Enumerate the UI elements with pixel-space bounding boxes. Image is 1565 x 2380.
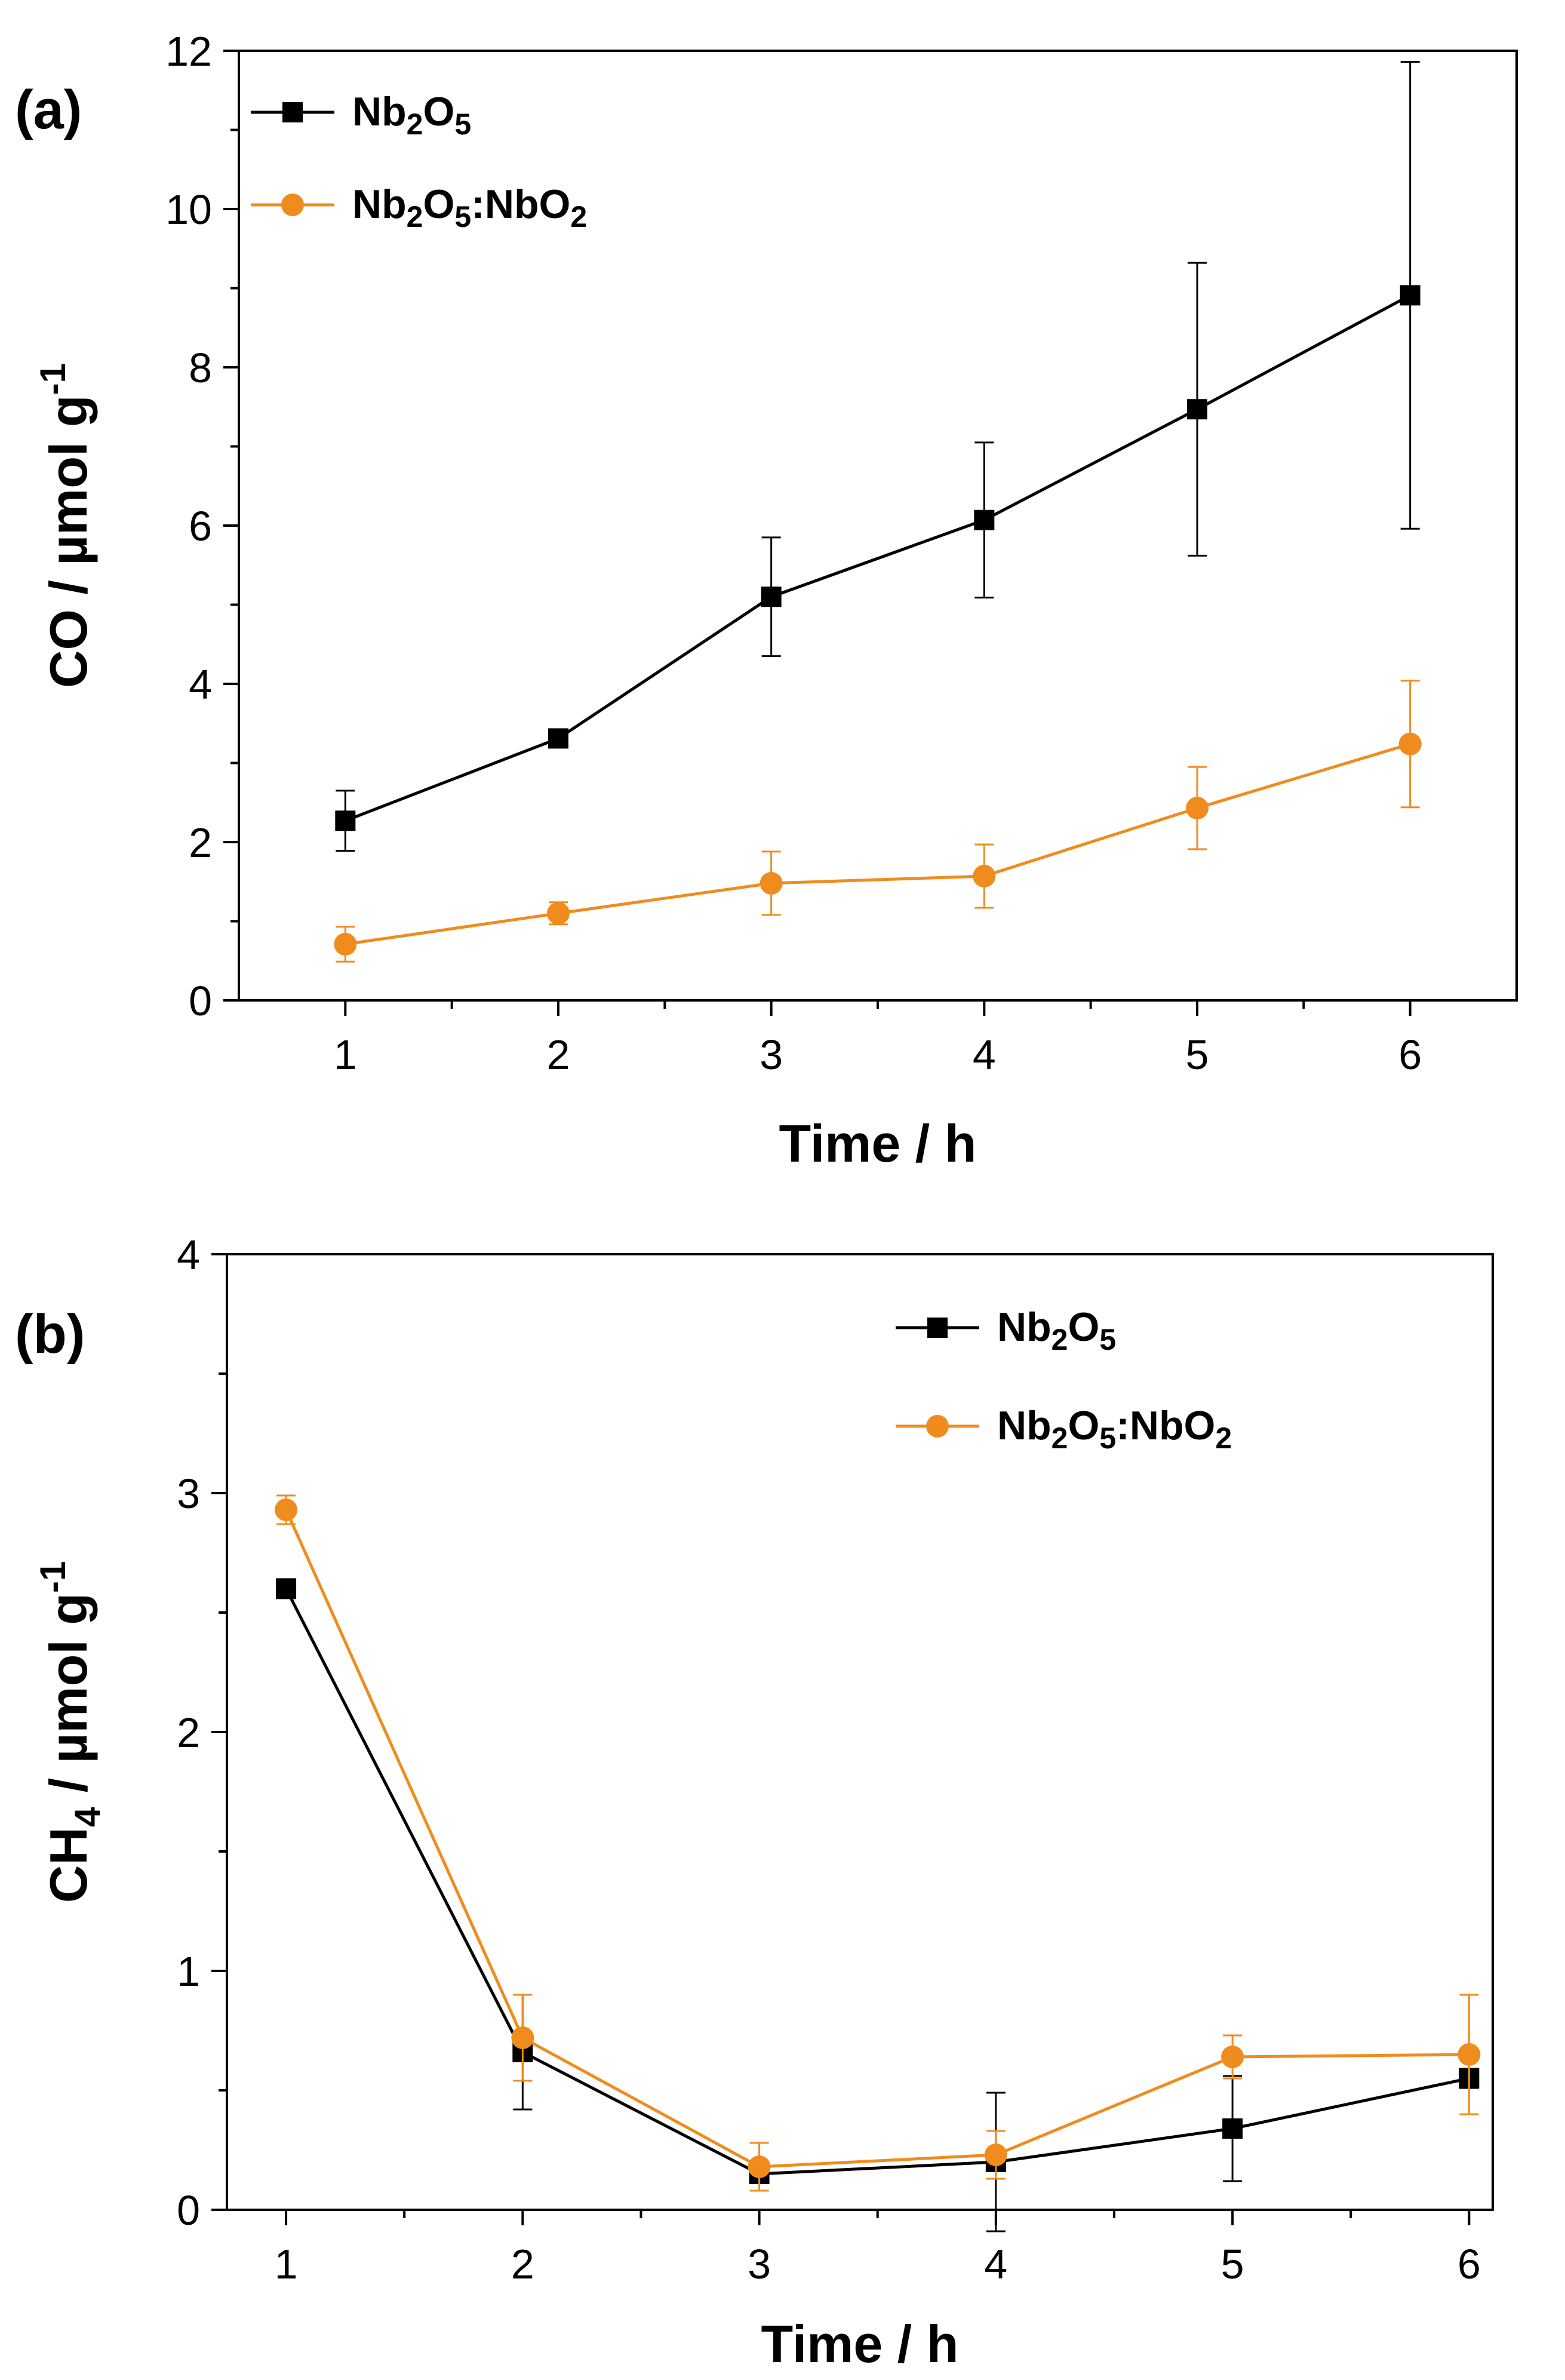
x-tick-label: 6 (1458, 2241, 1481, 2287)
legend-label-part: :NbO (1116, 1403, 1215, 1448)
plot-frame (226, 1253, 1494, 2211)
y-tick-label: 10 (165, 186, 212, 233)
x-tick-label: 2 (511, 2241, 534, 2287)
legend-label-part: 2 (1051, 1323, 1068, 1356)
data-point (334, 932, 357, 956)
legend-label-part: 5 (1099, 1421, 1116, 1455)
legend-marker (282, 102, 303, 122)
y-tick-label: 3 (177, 1470, 200, 1517)
series-Nb2O5:NbO2 (334, 680, 1422, 963)
data-point (1222, 2118, 1243, 2139)
y-tick-label: 4 (177, 1232, 200, 1278)
data-point (1186, 797, 1209, 820)
x-tick-label: 4 (984, 2241, 1007, 2287)
y-title-sup: -1 (33, 1561, 73, 1593)
data-point (1221, 2046, 1244, 2068)
legend-marker (927, 1318, 948, 1338)
y-tick-label: 1 (177, 1948, 200, 1995)
legend-label-part: Nb (352, 182, 407, 227)
legend-label: Nb2O5 (352, 89, 471, 141)
legend-label-part: 2 (407, 200, 423, 234)
x-tick-label: 3 (748, 2241, 771, 2287)
legend-label-part: 5 (1099, 1323, 1116, 1356)
legend-label: Nb2O5:NbO2 (997, 1403, 1232, 1455)
legend-label: Nb2O5 (997, 1304, 1116, 1356)
x-tick-label: 1 (334, 1031, 357, 1078)
legend-label-part: 5 (454, 108, 471, 141)
data-point (547, 902, 570, 925)
legend-label-part: 5 (454, 200, 471, 234)
y-tick-label: 6 (189, 503, 212, 549)
legend-marker (926, 1415, 949, 1438)
data-point (760, 871, 783, 895)
series-line (284, 1509, 1469, 2169)
legend-label-part: 2 (570, 200, 587, 234)
data-point (761, 586, 782, 607)
y-title-rest: / µmol g (39, 1593, 98, 1807)
legend-label-part: Nb (997, 1304, 1051, 1350)
data-point (1458, 2043, 1481, 2066)
x-axis-title: Time / h (779, 1114, 977, 1173)
data-point (276, 1579, 297, 1599)
data-point (974, 509, 995, 530)
legend-label-part: 2 (1215, 1421, 1232, 1455)
legend-marker (281, 194, 304, 216)
y-axis-title: CH4 / µmol g-1 (33, 1561, 107, 1903)
data-point (984, 2143, 1007, 2166)
series-Nb2O5:NbO2 (275, 1494, 1481, 2192)
y-tick-label: 0 (189, 978, 212, 1024)
series-Nb2O5 (335, 61, 1421, 852)
legend-label-part: O (423, 182, 454, 227)
legend-label-part: O (423, 89, 454, 134)
data-point (1398, 732, 1422, 756)
y-title-sup: -1 (33, 363, 73, 395)
y-axis-title: CO / µmol g-1 (33, 363, 98, 688)
y-tick-label: 12 (165, 28, 212, 75)
y-tick-label: 4 (189, 661, 212, 708)
x-tick-label: 5 (1221, 2241, 1244, 2287)
y-tick-label: 2 (177, 1709, 200, 1756)
x-tick-label: 3 (760, 1031, 783, 1078)
series-Nb2O5 (276, 1578, 1480, 2232)
x-tick-label: 1 (275, 2241, 298, 2287)
data-point (973, 864, 996, 887)
y-title-main: CO / µmol g (39, 395, 98, 688)
legend-label-part: 2 (407, 108, 423, 141)
series-line (284, 1587, 1469, 2176)
panel-label: (b) (15, 1304, 85, 1365)
legend-label-part: O (1068, 1304, 1099, 1350)
legend-label-part: Nb (352, 89, 407, 134)
y-title-sub: 4 (67, 1807, 107, 1827)
data-point (1400, 285, 1421, 306)
series-line (345, 294, 1411, 822)
x-tick-label: 6 (1398, 1031, 1422, 1078)
y-title-main: CH (39, 1827, 98, 1903)
legend-label: Nb2O5:NbO2 (352, 182, 587, 234)
data-point (335, 810, 356, 831)
legend-label-part: 2 (1051, 1421, 1068, 1455)
y-tick-label: 0 (177, 2187, 200, 2234)
legend-label-part: O (1068, 1403, 1099, 1448)
series-line (345, 742, 1411, 946)
data-point (1187, 399, 1207, 420)
x-tick-label: 4 (973, 1031, 996, 1078)
data-point (275, 1498, 298, 1521)
legend-label-part: :NbO (471, 182, 570, 227)
y-tick-label: 2 (189, 819, 212, 866)
data-point (511, 2026, 534, 2049)
data-point (548, 728, 568, 749)
panel-label: (a) (15, 79, 82, 140)
x-tick-label: 5 (1186, 1031, 1209, 1078)
y-tick-label: 8 (189, 345, 212, 391)
legend-label-part: Nb (997, 1403, 1051, 1448)
data-point (748, 2155, 771, 2178)
x-tick-label: 2 (547, 1031, 570, 1078)
x-axis-title: Time / h (761, 2314, 959, 2373)
